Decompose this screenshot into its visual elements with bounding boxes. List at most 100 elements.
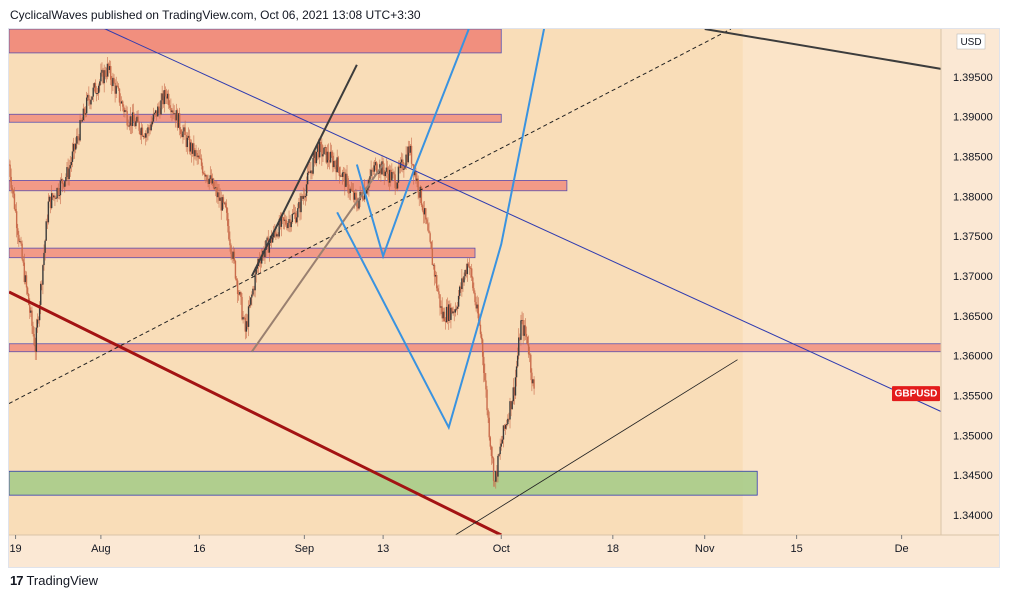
candle-body <box>81 120 83 122</box>
candle-body <box>64 181 66 187</box>
candle-body <box>420 186 423 206</box>
candle-body <box>429 233 431 242</box>
candle-body <box>484 373 486 381</box>
candle-body <box>103 70 105 84</box>
candle-body <box>54 195 56 199</box>
candle-body <box>58 195 61 197</box>
candle-body <box>141 127 144 137</box>
trendline-tan-6 <box>251 163 384 353</box>
candle-body <box>185 134 187 148</box>
candle-body <box>434 275 437 277</box>
candle-body <box>38 304 41 321</box>
candle-body <box>373 165 376 172</box>
candle-body <box>211 178 214 184</box>
candle-body <box>205 175 207 177</box>
candle-body <box>210 175 213 184</box>
candle-body <box>48 196 51 202</box>
candle-body <box>193 143 195 157</box>
candle-body <box>190 142 193 154</box>
candle-body <box>142 136 145 137</box>
candle-body <box>321 144 323 157</box>
resistance-zone-0 <box>8 28 502 54</box>
candle-body <box>437 288 439 292</box>
candle-body <box>143 136 146 138</box>
candle-body <box>21 243 23 260</box>
candle-body <box>531 372 533 384</box>
candle-body <box>110 66 112 80</box>
candle-body <box>485 380 487 390</box>
candle-body <box>222 197 225 203</box>
candle-body <box>416 178 418 181</box>
trendline-black-thin-3 <box>455 359 738 536</box>
candle-body <box>241 296 243 320</box>
time-tick-label: 19 <box>9 543 21 555</box>
candle-body <box>225 207 228 213</box>
time-tick-label: 15 <box>790 543 802 555</box>
candle-body <box>464 270 466 277</box>
candle-body <box>13 193 16 209</box>
candle-body <box>71 151 74 162</box>
candle-body <box>530 354 532 373</box>
candle-body <box>455 308 458 310</box>
candle-body <box>320 141 322 145</box>
candle-body <box>287 222 289 229</box>
candle-body <box>234 260 237 279</box>
candle-body <box>45 221 47 241</box>
candle-body <box>291 213 294 222</box>
price-tick-label: 1.38500 <box>953 151 993 163</box>
candle-body <box>520 320 522 340</box>
candle-body <box>308 171 310 173</box>
candle-body <box>367 187 369 190</box>
candle-body <box>510 401 512 410</box>
candle-body <box>388 169 391 183</box>
candle-body <box>518 337 520 356</box>
candle-body <box>83 108 86 115</box>
candle-body <box>401 159 403 163</box>
candle-body <box>397 166 400 183</box>
candle-body <box>176 110 179 128</box>
candle-body <box>515 366 518 378</box>
candle-body <box>336 157 338 173</box>
candle-body <box>271 237 274 243</box>
time-tick-label: Aug <box>91 543 111 555</box>
candle-body <box>351 190 354 192</box>
time-tick-label: Oct <box>493 543 510 555</box>
time-tick-label: 16 <box>193 543 205 555</box>
candle-body <box>431 248 434 265</box>
candle-body <box>349 188 351 193</box>
candle-body <box>469 268 472 269</box>
candle-body <box>393 172 395 175</box>
candle-body <box>398 166 401 169</box>
symbol-tag-label: GBPUSD <box>895 389 938 400</box>
candle-body <box>139 130 141 136</box>
candle-body <box>334 160 336 166</box>
candle-body <box>235 278 238 281</box>
candle-body <box>448 304 450 321</box>
trendline-blue-7 <box>336 12 549 431</box>
candle-body <box>374 162 377 166</box>
candle-body <box>355 192 357 198</box>
candle-body <box>453 311 455 313</box>
candle-body <box>311 170 313 174</box>
price-tick-label: 1.37000 <box>953 271 993 283</box>
candle-body <box>216 187 218 198</box>
candle-body <box>147 127 149 134</box>
candle-body <box>220 197 222 211</box>
candle-body <box>99 81 101 86</box>
candle-body <box>149 128 151 131</box>
candle-body <box>316 145 319 152</box>
candle-body <box>300 195 302 213</box>
candle-body <box>350 188 353 191</box>
candle-body <box>218 192 220 201</box>
candle-body <box>135 121 137 127</box>
candle-body <box>499 446 501 455</box>
candle-body <box>500 443 502 447</box>
candle-body <box>452 311 454 314</box>
candle-body <box>161 93 163 101</box>
candle-body <box>124 110 126 113</box>
candle-body <box>192 143 194 154</box>
candle-body <box>19 241 21 242</box>
candle-body <box>411 163 414 165</box>
gbpusd-chart[interactable]: 1.34000 1.34500 1.35000 1.35500 1.36000 1.365… <box>8 12 999 567</box>
candle-body <box>472 277 474 289</box>
